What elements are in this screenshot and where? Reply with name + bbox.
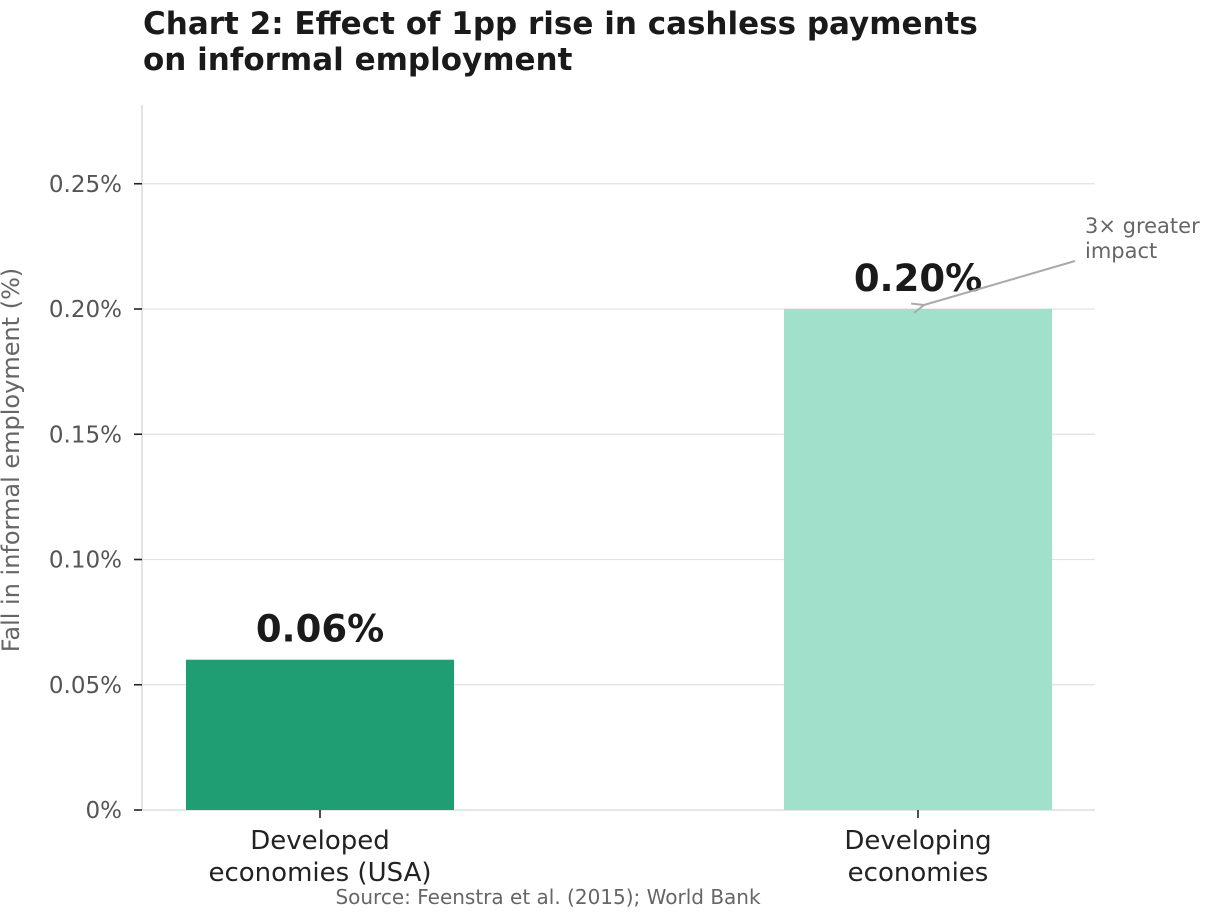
annotation: 3× greater impact	[924, 214, 1200, 305]
bar	[186, 659, 454, 810]
bar-value-label: 0.20%	[854, 257, 982, 300]
annotation-arrow	[924, 260, 1076, 305]
bar-value-label: 0.06%	[256, 608, 384, 651]
y-tick-label: 0.25%	[49, 172, 122, 198]
y-axis-label: Fall in informal employment (%)	[0, 268, 25, 652]
x-category-label: Developing	[844, 826, 991, 856]
y-tick-label: 0.10%	[49, 548, 122, 574]
y-axis-ticks: 0% 0.05% 0.10% 0.15% 0.20% 0.25%	[49, 172, 142, 824]
y-tick-label: 0.20%	[49, 297, 122, 323]
chart-title-line-2: on informal employment	[143, 42, 573, 78]
bars	[186, 309, 1052, 810]
y-tick-label: 0.05%	[49, 673, 122, 699]
chart-title-line-1: Chart 2: Effect of 1pp rise in cashless …	[143, 6, 978, 42]
y-tick-label: 0%	[86, 798, 123, 824]
bar	[784, 309, 1052, 810]
x-category-label: economies	[848, 858, 989, 888]
annotation-line-1: 3× greater	[1085, 214, 1200, 238]
annotation-line-2: impact	[1085, 239, 1157, 263]
x-category-label: Developed	[250, 826, 390, 856]
data-labels: 0.06% 0.20%	[256, 257, 982, 651]
source-note: Source: Feenstra et al. (2015); World Ba…	[335, 885, 761, 909]
x-category-label: economies (USA)	[208, 858, 431, 888]
chart-title: Chart 2: Effect of 1pp rise in cashless …	[143, 6, 978, 78]
y-tick-label: 0.15%	[49, 422, 122, 448]
